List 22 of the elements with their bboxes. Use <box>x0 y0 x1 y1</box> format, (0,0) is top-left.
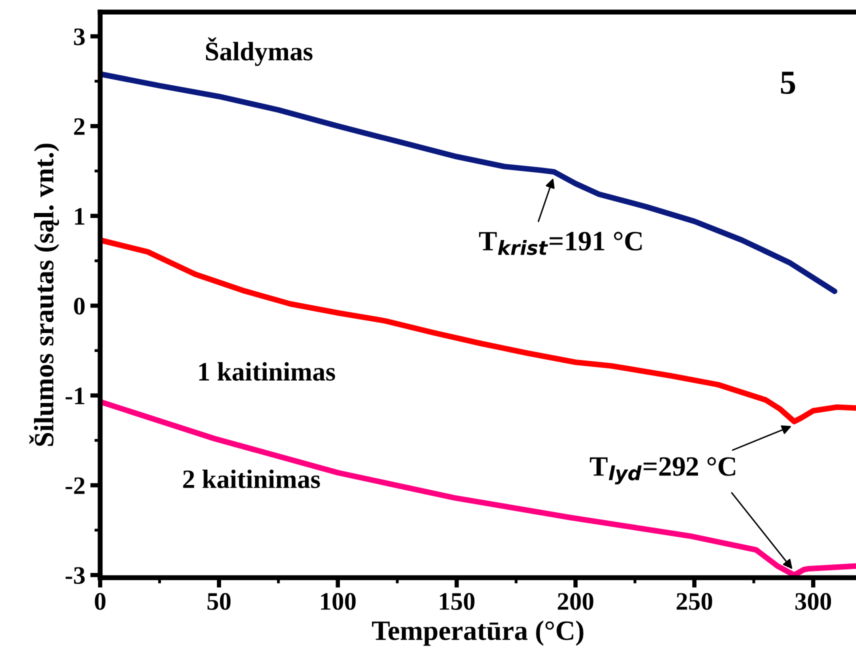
x-tick-label: 300 <box>795 593 832 610</box>
series-label: Šaldymas <box>206 37 312 66</box>
y-tick-label: 3 <box>74 28 85 46</box>
y-tick-label: -1 <box>66 388 84 404</box>
x-tick-label: 250 <box>676 593 712 610</box>
y-tick-label: 0 <box>74 298 85 315</box>
y-tick-label: 1 <box>75 208 84 225</box>
x-tick-label: 0 <box>94 593 106 610</box>
x-tick-label: 50 <box>207 593 231 610</box>
annotation: 5 <box>780 72 796 94</box>
x-tick-label: 150 <box>440 593 474 610</box>
x-tick-label: 200 <box>558 593 594 610</box>
y-tick-label: 2 <box>74 118 84 135</box>
annotation: T$_{lyd}$=292 °C <box>590 457 736 484</box>
annotation: T$_{krist}$=191 °C <box>479 232 642 256</box>
y-tick-label: -3 <box>66 567 85 584</box>
y-tick-label: -2 <box>66 477 84 494</box>
series-label: 2 kaitinimas <box>183 470 320 488</box>
x-axis-title: Temperatūra (°C) <box>372 620 584 646</box>
series-label: 1 kaitinimas <box>199 362 336 381</box>
x-tick-label: 100 <box>321 593 356 610</box>
y-axis-title: Šilumos srautas (sąl. vnt.) <box>29 144 60 446</box>
